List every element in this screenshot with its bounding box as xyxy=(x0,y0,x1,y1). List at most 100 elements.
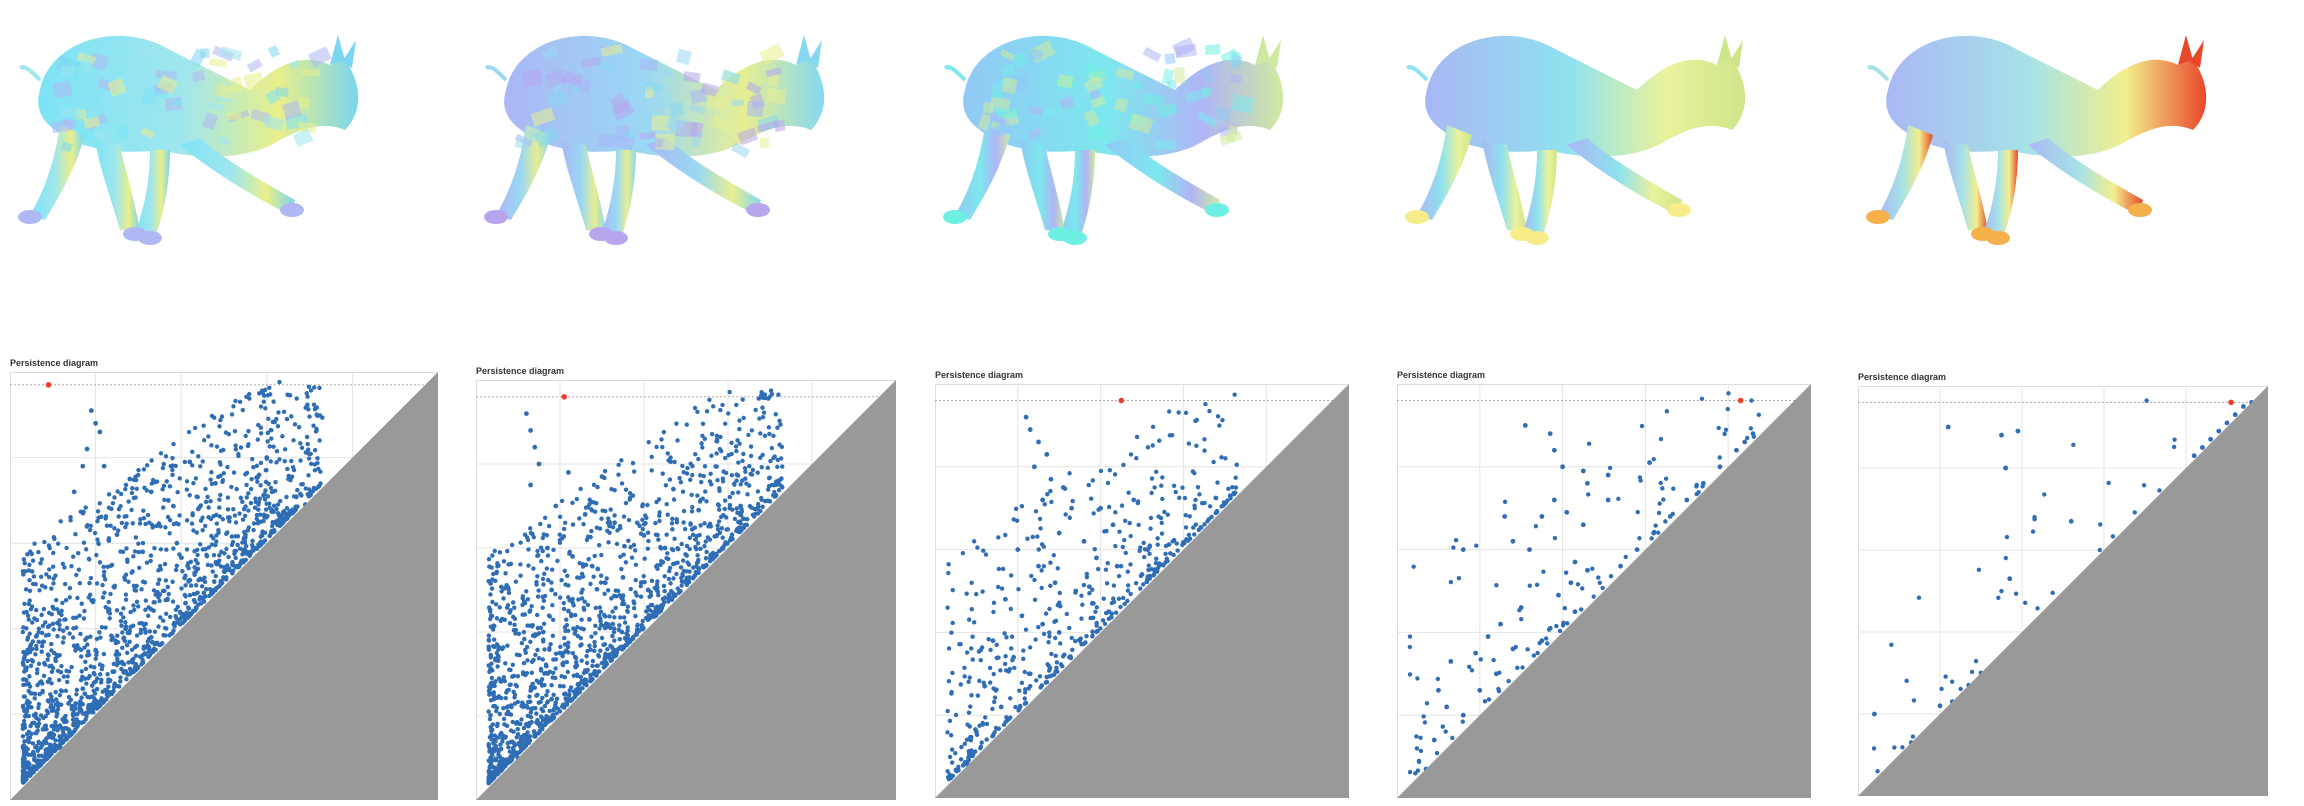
diagram-point xyxy=(65,674,70,679)
diagram-point xyxy=(988,680,993,685)
diagram-point xyxy=(49,586,54,591)
diagram-point xyxy=(131,554,136,559)
diagram-point xyxy=(62,617,67,622)
diagram-point xyxy=(2132,510,2137,515)
diagram-point xyxy=(504,582,509,588)
diagram-point xyxy=(246,391,252,397)
diagram-point xyxy=(50,734,56,740)
diagram-point xyxy=(978,745,983,751)
diagram-point xyxy=(1056,530,1062,536)
diagram-point xyxy=(64,719,69,724)
diagram-point xyxy=(170,599,176,604)
persistence-diagram-5: Persistence diagram xyxy=(1858,372,2268,796)
diagram-point xyxy=(623,560,629,565)
diagram-point xyxy=(687,535,693,541)
diagram-point xyxy=(275,424,281,429)
diagram-point xyxy=(593,623,598,629)
diagram-point xyxy=(158,524,163,529)
diagram-point xyxy=(1067,515,1072,520)
diagram-point xyxy=(760,405,765,410)
diagram-point xyxy=(94,706,100,711)
diagram-point xyxy=(71,615,76,621)
diagram-point xyxy=(491,703,496,709)
diagram-point xyxy=(118,549,123,554)
diagram-point xyxy=(501,559,507,564)
diagram-point xyxy=(27,684,33,689)
diagram-point xyxy=(958,757,964,762)
diagram-point xyxy=(255,437,261,442)
diagram-point xyxy=(755,501,761,507)
diagram-point xyxy=(638,594,644,599)
diagram-point xyxy=(525,597,531,602)
diagram-point xyxy=(1233,485,1239,490)
diagram-point xyxy=(133,474,138,479)
diagram-point xyxy=(1460,547,1466,552)
diagram-point xyxy=(495,561,500,566)
diagram-point xyxy=(1121,462,1126,468)
diagram-point xyxy=(559,498,565,504)
diagram-point xyxy=(79,695,84,700)
diagram-point xyxy=(102,577,108,582)
mesh-render-4 xyxy=(1405,35,1746,245)
diagram-point xyxy=(255,475,260,480)
diagram-point xyxy=(959,744,964,750)
diagram-point xyxy=(1451,545,1456,550)
diagram-point xyxy=(46,574,52,580)
diagram-point xyxy=(257,391,262,396)
diagram-point xyxy=(1494,583,1499,588)
diagram-point xyxy=(29,731,34,737)
diagram-point xyxy=(36,739,41,745)
diagram-point xyxy=(144,560,150,565)
diagram-point xyxy=(123,597,129,602)
diagram-point xyxy=(74,692,79,697)
diagram-point xyxy=(769,445,775,451)
diagram-point xyxy=(1141,540,1146,546)
diagram-point xyxy=(1163,543,1169,549)
diagram-point xyxy=(699,441,704,446)
diagram-point xyxy=(519,640,525,646)
diagram-point xyxy=(1533,524,1539,529)
diagram-point xyxy=(649,454,654,460)
diagram-point xyxy=(625,625,630,630)
diagram-point xyxy=(995,584,1001,590)
diagram-point xyxy=(226,432,232,437)
diagram-point xyxy=(26,568,32,573)
diagram-point xyxy=(716,549,722,554)
diagram-point xyxy=(578,486,583,492)
diagram-point xyxy=(21,761,27,767)
diagram-point xyxy=(546,523,552,529)
diagram-point xyxy=(129,647,135,652)
diagram-point xyxy=(284,416,290,422)
diagram-point xyxy=(195,506,201,512)
diagram-point xyxy=(702,543,707,549)
diagram-point xyxy=(2157,488,2162,493)
diagram-point xyxy=(567,598,572,603)
diagram-point xyxy=(1422,720,1428,725)
diagram-point xyxy=(585,602,591,608)
diagram-point xyxy=(148,553,154,558)
diagram-point xyxy=(171,441,176,447)
diagram-point xyxy=(143,521,148,527)
diagram-point xyxy=(98,635,103,640)
diagram-point xyxy=(112,526,117,531)
diagram-point xyxy=(499,646,505,652)
diagram-point xyxy=(686,579,692,585)
diagram-point xyxy=(549,683,554,688)
diagram-point xyxy=(22,714,28,719)
diagram-point xyxy=(114,532,120,538)
diagram-point xyxy=(91,670,96,676)
diagram-point xyxy=(195,566,201,571)
diagram-point xyxy=(680,489,686,494)
diagram-point xyxy=(141,622,147,628)
diagram-point xyxy=(167,518,173,523)
diagram-point xyxy=(50,564,56,569)
diagram-point xyxy=(1019,613,1025,619)
diagram-point xyxy=(222,565,227,570)
diagram-point xyxy=(1139,572,1145,577)
diagram-point xyxy=(1552,535,1558,541)
diagram-point xyxy=(160,641,165,646)
diagram-point xyxy=(248,486,254,492)
diagram-point xyxy=(619,629,624,634)
diagram-point xyxy=(513,627,519,633)
diagram-point xyxy=(1092,547,1097,552)
